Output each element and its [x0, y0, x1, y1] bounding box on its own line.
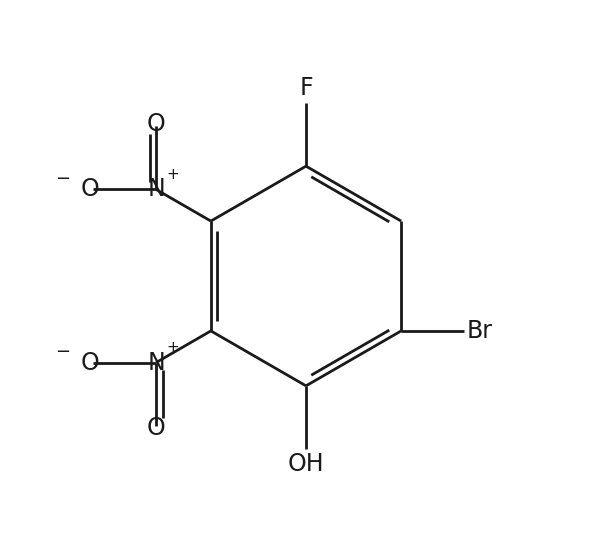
- Text: O: O: [81, 351, 100, 374]
- Text: N: N: [147, 351, 165, 374]
- Text: −: −: [55, 169, 70, 188]
- Text: −: −: [55, 343, 70, 360]
- Text: N: N: [147, 178, 165, 201]
- Text: F: F: [299, 76, 313, 100]
- Text: OH: OH: [288, 452, 324, 476]
- Text: +: +: [166, 167, 179, 182]
- Text: O: O: [147, 112, 166, 136]
- Text: +: +: [166, 340, 179, 355]
- Text: O: O: [147, 416, 166, 440]
- Text: O: O: [81, 178, 100, 201]
- Text: Br: Br: [467, 319, 493, 343]
